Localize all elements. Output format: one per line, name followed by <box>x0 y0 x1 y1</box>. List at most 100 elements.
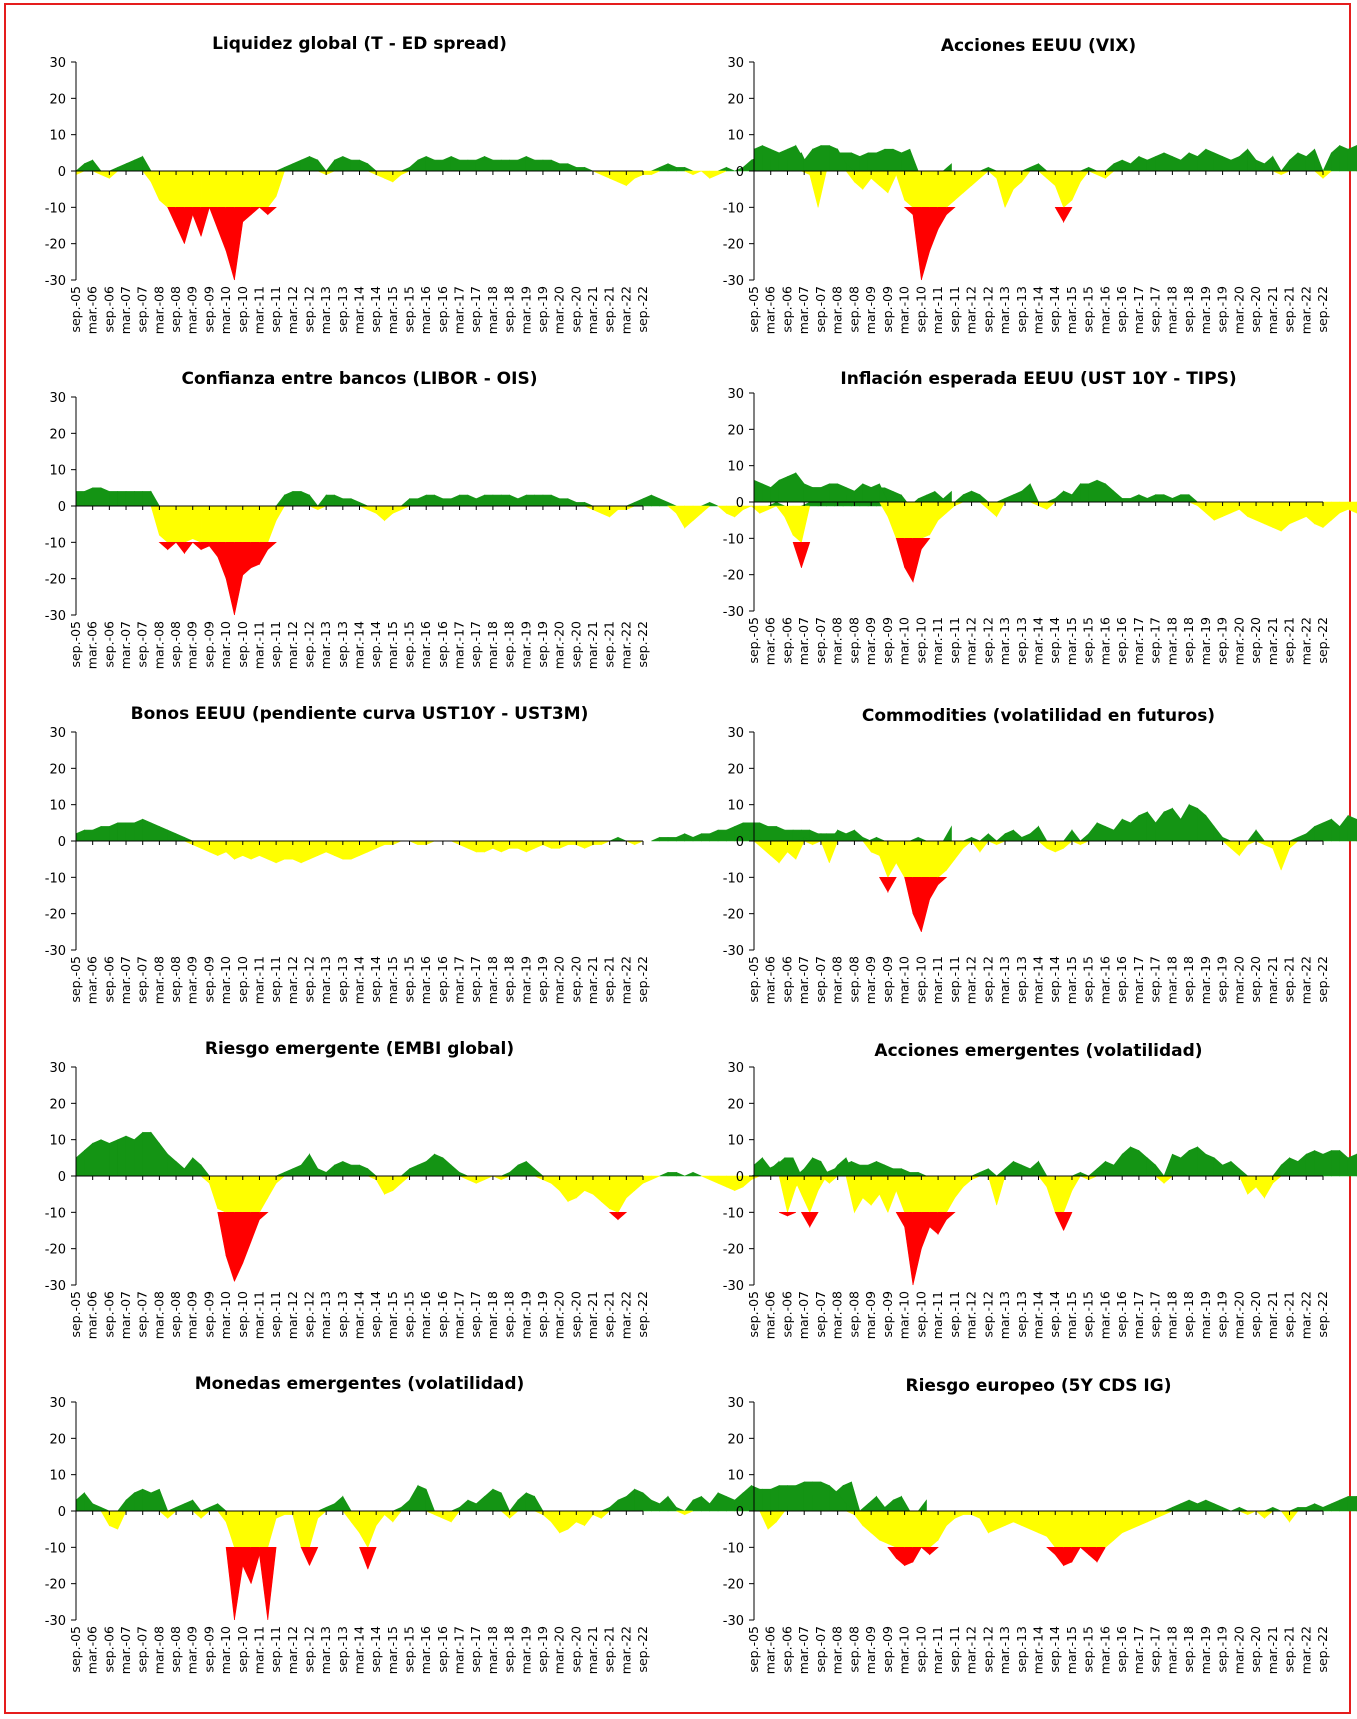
area-segment-caution <box>753 840 763 849</box>
y-tick-label: -30 <box>723 944 744 959</box>
area-segment-caution <box>559 1510 569 1534</box>
area-segment-positive <box>1230 1160 1240 1177</box>
x-tick-label: sep.-18 <box>502 621 517 668</box>
area-segment-stress <box>792 542 802 568</box>
area-segment-caution <box>904 1175 914 1213</box>
area-segment-positive <box>1180 152 1190 172</box>
area-segment-caution <box>292 840 302 864</box>
area-segment-positive <box>559 163 569 172</box>
area-segment-caution <box>575 1510 585 1526</box>
area-segment-stress <box>895 1212 905 1228</box>
area-segment-positive <box>117 491 127 507</box>
area-segment-caution <box>742 505 752 511</box>
x-tick-label: sep.-13 <box>335 1291 350 1338</box>
x-tick-label: sep.-05 <box>68 621 83 668</box>
x-tick-label: mar.-10 <box>897 956 912 1004</box>
x-tick-label: sep.-11 <box>268 956 283 1003</box>
area-segment-caution <box>979 170 990 179</box>
y-tick-label: -20 <box>723 1243 744 1258</box>
chart-panel: Acciones EEUU (VIX)3020100-10-20-30sep.-… <box>723 36 1357 334</box>
area-segment-positive <box>1062 829 1073 842</box>
area-segment-caution <box>1046 501 1057 510</box>
x-tick-label: mar.-07 <box>796 1291 811 1339</box>
area-segment-caution <box>159 505 169 543</box>
x-tick-label: mar.-10 <box>218 621 233 669</box>
area-segment-positive <box>759 822 769 842</box>
area-segment-caution <box>342 840 352 860</box>
x-tick-label: sep.-11 <box>268 1626 283 1673</box>
area-segment-caution <box>192 170 202 208</box>
x-tick-label: mar.-08 <box>830 956 845 1004</box>
area-segment-caution <box>1272 501 1282 532</box>
x-tick-label: mar.-22 <box>618 286 633 334</box>
area-segment-positive <box>1138 811 1148 842</box>
area-segment-caution <box>954 1510 964 1519</box>
area-segment-positive <box>1163 1154 1173 1177</box>
area-segment-caution <box>359 1510 369 1549</box>
y-tick-label: 30 <box>49 391 66 406</box>
area-segment-positive <box>459 1171 469 1177</box>
area-segment-positive <box>979 833 989 842</box>
chart-panel: Confianza entre bancos (LIBOR - OIS) 30 20… <box>45 369 952 669</box>
area-segment-positive <box>400 1499 410 1512</box>
area-segment-positive <box>525 1492 535 1512</box>
x-tick-label: sep.-19 <box>535 286 550 333</box>
x-tick-label: sep.-12 <box>980 617 995 664</box>
x-tick-label: mar.-08 <box>830 1291 845 1339</box>
area-segment-caution <box>1080 170 1090 183</box>
area-segment-positive <box>425 1489 435 1512</box>
x-tick-label: mar.-14 <box>1031 1626 1046 1674</box>
area-segment-positive <box>1347 1153 1357 1177</box>
area-segment-caution <box>550 840 560 849</box>
area-segment-caution <box>617 170 627 186</box>
x-tick-label: mar.-20 <box>552 286 567 334</box>
x-tick-label: sep.-20 <box>1248 286 1263 333</box>
area-segment-positive <box>184 836 193 842</box>
area-segment-caution <box>75 170 85 176</box>
area-segment-caution <box>1063 1175 1073 1213</box>
area-segment-caution <box>895 840 905 879</box>
area-segment-positive <box>1188 152 1198 172</box>
area-segment-caution <box>1264 840 1274 849</box>
area-segment-positive <box>200 1164 211 1177</box>
area-segment-caution <box>626 1175 635 1199</box>
area-segment-positive <box>542 159 552 172</box>
area-segment-caution <box>392 170 402 183</box>
area-segment-positive <box>125 491 135 507</box>
area-segment-stress <box>887 1547 897 1560</box>
area-segment-positive <box>1305 1150 1315 1177</box>
area-segment-positive <box>987 1168 998 1177</box>
area-segment-positive <box>617 1496 627 1512</box>
area-segment-positive <box>1213 1157 1223 1177</box>
area-segment-positive <box>845 829 855 842</box>
area-segment-stress <box>1071 1547 1081 1563</box>
y-tick-label: 0 <box>58 500 66 515</box>
area-segment-positive <box>709 501 719 507</box>
area-segment-positive <box>342 1495 352 1512</box>
area-segment-stress <box>608 1212 619 1221</box>
area-segment-caution <box>384 505 394 522</box>
chart-panel: Commodities (volatilidad en futuros) 30 20… <box>723 706 1357 1004</box>
x-tick-label: mar.-11 <box>251 1626 266 1674</box>
area-segment-caution <box>879 170 889 194</box>
area-segment-positive <box>1021 166 1031 172</box>
area-segment-positive <box>1038 825 1048 842</box>
area-segment-caution <box>167 505 177 543</box>
area-segment-positive <box>851 1481 861 1512</box>
area-segment-caution <box>767 1510 777 1530</box>
area-segment-caution <box>325 170 335 176</box>
x-tick-label: mar.-13 <box>318 956 333 1004</box>
area-segment-caution <box>217 505 227 543</box>
area-segment-caution <box>929 170 939 208</box>
area-segment-positive <box>692 833 702 842</box>
area-segment-caution <box>642 170 652 175</box>
area-segment-positive <box>467 1499 477 1512</box>
area-segment-positive <box>851 152 861 172</box>
area-segment-positive <box>837 829 847 842</box>
area-segment-caution <box>717 505 727 514</box>
area-segment-positive <box>1163 152 1173 172</box>
x-tick-label: sep.-22 <box>1315 956 1330 1003</box>
x-tick-label: sep.-10 <box>913 286 928 333</box>
area-segment-caution <box>829 840 839 863</box>
area-segment-caution <box>684 1510 694 1516</box>
